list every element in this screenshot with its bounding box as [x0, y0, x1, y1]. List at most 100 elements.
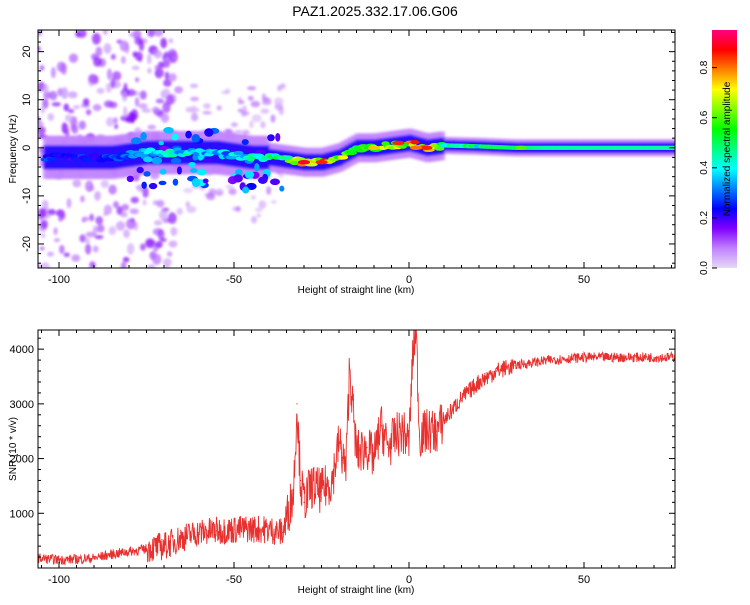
speckle-cell: [134, 51, 143, 61]
speckle-cell: [85, 231, 95, 238]
snr-data-point: [58, 559, 60, 561]
x-tick-label: 0: [406, 274, 412, 286]
blob-cell: [148, 182, 158, 190]
blob-cell: [189, 168, 198, 173]
speckle-cell: [189, 83, 199, 89]
speckle-cell: [120, 261, 127, 268]
speckle-cell: [121, 56, 126, 64]
speckle-cell: [157, 229, 165, 240]
speckle-cell: [142, 186, 149, 198]
speckle-cell: [154, 64, 163, 70]
y-tick-label: 10: [21, 94, 33, 106]
speckle-cell: [249, 120, 254, 129]
snr-data-point: [366, 447, 368, 449]
speckle-cell: [100, 180, 109, 189]
speckle-cell: [61, 87, 69, 100]
blob-cell: [203, 158, 213, 163]
speckle-cell: [152, 200, 159, 206]
speckle-cell: [152, 253, 162, 265]
speckle-cell: [139, 90, 147, 100]
speckle-cell: [46, 251, 55, 257]
snr-data-point: [411, 359, 414, 361]
speckle-cell: [95, 216, 104, 225]
snr-data-point: [250, 528, 253, 530]
speckle-cell: [63, 252, 70, 258]
speckle-cell: [131, 65, 140, 71]
speckle-cell: [64, 114, 73, 122]
blob-cell: [275, 133, 281, 142]
speckle-cell: [47, 208, 56, 216]
speckle-cell: [108, 184, 117, 195]
speckle-cell: [228, 188, 237, 195]
speckle-cell: [110, 77, 116, 89]
speckle-cell: [39, 64, 45, 71]
spectrogram-ylabel: Frequency (Hz): [8, 115, 19, 184]
snr-data-point: [478, 381, 480, 383]
speckle-cell: [130, 218, 135, 223]
speckle-cell: [251, 114, 262, 123]
colorbar-tick-label: 0.4: [699, 160, 710, 174]
speckle-cell: [190, 96, 200, 102]
speckle-cell: [92, 104, 102, 112]
speckle-cell: [79, 234, 86, 243]
spectrogram-heat: [38, 30, 675, 268]
speckle-cell: [105, 82, 113, 93]
blob-cell: [136, 166, 144, 174]
snr-line-group: [38, 330, 675, 566]
blob-cell: [244, 170, 255, 179]
snr-data-point: [653, 356, 655, 358]
speckle-cell: [274, 97, 284, 106]
speckle-cell: [206, 193, 216, 201]
speckle-cell: [170, 226, 178, 237]
snr-data-point: [320, 490, 323, 493]
hotspot-cell: [410, 145, 422, 150]
snr-data-point: [394, 436, 396, 438]
speckle-cell: [66, 198, 72, 209]
snr-data-point: [348, 364, 351, 367]
snr-data-point: [495, 370, 498, 372]
speckle-cell: [89, 213, 94, 222]
speckle-cell: [39, 207, 47, 218]
speckle-cell: [145, 239, 156, 248]
speckle-cell: [85, 243, 92, 255]
speckle-cell: [53, 227, 58, 236]
speckle-cell: [110, 53, 116, 60]
speckle-cell: [250, 195, 257, 200]
speckle-cell: [132, 30, 142, 40]
speckle-cell: [42, 83, 49, 94]
x-tick-label: -100: [48, 574, 70, 586]
speckle-cell: [40, 106, 46, 114]
speckle-cell: [250, 100, 261, 108]
speckle-cell: [216, 105, 222, 111]
speckle-cell: [96, 87, 105, 94]
speckle-cell: [183, 187, 193, 194]
speckle-cell: [49, 90, 58, 101]
speckle-cell: [190, 112, 199, 122]
snr-series-line: [38, 330, 675, 566]
blob-cell: [245, 148, 254, 153]
speckle-cell: [121, 203, 130, 211]
ridge-cell: [145, 147, 156, 152]
snr-data-point: [299, 479, 302, 482]
hotspot-cell: [515, 145, 527, 150]
speckle-cell: [126, 89, 136, 97]
speckle-cell: [85, 109, 92, 116]
speckle-cell: [270, 200, 277, 204]
colorbar-tick-label: 0.2: [699, 211, 710, 225]
speckle-cell: [258, 200, 267, 209]
speckle-cell: [185, 201, 190, 208]
speckle-cell: [277, 84, 282, 92]
speckle-cell: [51, 102, 61, 107]
speckle-cell: [186, 205, 197, 214]
blob-cell: [171, 133, 179, 141]
speckle-cell: [155, 98, 165, 104]
blob-cell: [267, 134, 275, 142]
speckle-cell: [135, 77, 140, 83]
blob-cell: [158, 140, 164, 146]
speckle-cell: [122, 256, 130, 263]
blob-cell: [126, 175, 134, 183]
colorbar-tick-label: 0.6: [699, 110, 710, 124]
speckle-cell: [84, 181, 91, 191]
blob-cell: [245, 182, 257, 190]
